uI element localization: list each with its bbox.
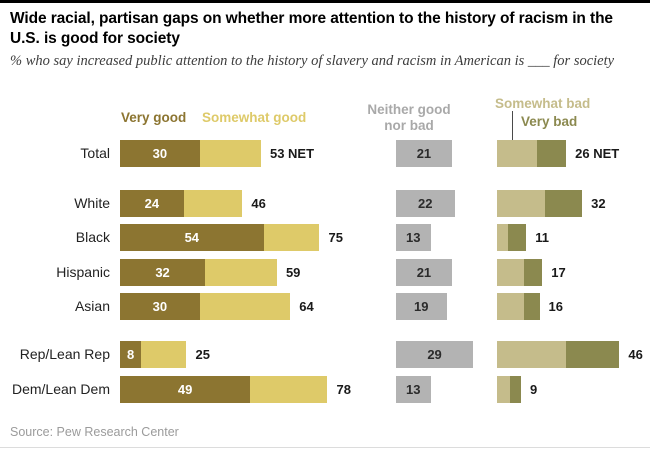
value-good-net: 53 NET (269, 146, 315, 161)
value-bad-net: 32 (591, 196, 606, 211)
value-very-good: 30 (152, 299, 168, 314)
bar-very-bad (507, 224, 527, 251)
bar-neither (396, 376, 431, 403)
value-bad-net: 17 (551, 265, 566, 280)
value-bad-net: 9 (529, 382, 538, 397)
legend-very-bad: Very bad (521, 114, 578, 129)
value-bad-net: 16 (548, 299, 564, 314)
value-neither: 13 (406, 382, 421, 397)
bar-somewhat-good (263, 224, 320, 251)
bar-very-good (120, 341, 142, 368)
value-good-net: 46 (251, 196, 266, 211)
value-bad-net: 26 NET (575, 146, 620, 161)
value-very-good: 24 (144, 196, 160, 211)
value-good-net: 59 (285, 265, 301, 280)
bar-very-bad (544, 190, 583, 217)
bar-very-good (120, 376, 251, 403)
value-neither: 22 (418, 196, 433, 211)
bar-very-good (120, 224, 264, 251)
value-neither: 13 (406, 230, 421, 245)
value-very-good: 30 (152, 146, 168, 161)
bar-very-good (120, 293, 200, 320)
source-note: Source: Pew Research Center (10, 425, 179, 439)
value-neither: 21 (416, 146, 432, 161)
value-very-good: 8 (127, 347, 135, 362)
bar-somewhat-bad (497, 341, 567, 368)
row-label: Dem/Lean Dem (11, 381, 110, 397)
bar-somewhat-good (205, 259, 277, 286)
bar-neither (396, 259, 452, 286)
value-neither: 19 (414, 299, 429, 314)
bar-somewhat-good (250, 376, 328, 403)
bar-somewhat-bad (497, 224, 508, 251)
top-border (0, 0, 650, 3)
bar-somewhat-good (199, 293, 291, 320)
row-label: Total (80, 145, 110, 161)
value-bad-net: 11 (535, 230, 549, 245)
bar-neither (396, 190, 455, 217)
bar-somewhat-good (141, 341, 187, 368)
row-label: Black (75, 229, 110, 245)
row-label: Hispanic (56, 264, 110, 280)
value-good-net: 75 (328, 230, 343, 245)
bar-somewhat-bad (497, 140, 537, 167)
legend-very-good: Very good (121, 110, 187, 125)
legend-neither-good-nor-bad: Neither good nor bad (350, 102, 468, 133)
bottom-rule (0, 447, 650, 448)
value-good-net: 25 (195, 347, 210, 362)
bar-somewhat-bad (497, 376, 511, 403)
chart-title: Wide racial, partisan gaps on whether mo… (10, 10, 613, 48)
bar-neither (396, 341, 474, 368)
bar-neither (396, 224, 431, 251)
value-very-good: 54 (184, 230, 200, 245)
row-label: Asian (74, 298, 110, 314)
bar-very-good (120, 140, 200, 167)
value-very-good: 32 (155, 265, 170, 280)
bar-very-bad (523, 259, 543, 286)
bar-somewhat-bad (497, 190, 545, 217)
value-bad-net: 46 (628, 347, 643, 362)
value-neither: 29 (427, 347, 442, 362)
bar-neither (396, 293, 447, 320)
bar-somewhat-bad (497, 293, 524, 320)
legend-leader-line (512, 111, 513, 142)
bar-very-bad (523, 293, 540, 320)
bar-very-bad (510, 376, 521, 403)
bar-somewhat-good (199, 140, 261, 167)
row-label: White (74, 195, 110, 211)
value-good-net: 64 (299, 299, 314, 314)
bar-very-good (120, 259, 206, 286)
bar-very-bad (566, 341, 620, 368)
chart-subtitle: % who say increased public attention to … (10, 53, 615, 69)
value-neither: 21 (416, 265, 432, 280)
legend-somewhat-bad: Somewhat bad (495, 96, 591, 111)
chart-area: Very good Somewhat good Neither good nor… (0, 95, 650, 425)
legend-somewhat-good: Somewhat good (202, 110, 307, 125)
value-good-net: 78 (336, 382, 351, 397)
bar-somewhat-good (183, 190, 243, 217)
value-very-good: 49 (177, 382, 193, 397)
bar-very-bad (536, 140, 567, 167)
bar-very-good (120, 190, 184, 217)
legend-neither-line2: nor bad (384, 117, 434, 133)
row-label: Rep/Lean Rep (19, 346, 110, 362)
bar-somewhat-bad (497, 259, 524, 286)
bar-neither (396, 140, 452, 167)
legend-neither-line1: Neither good (367, 102, 451, 117)
